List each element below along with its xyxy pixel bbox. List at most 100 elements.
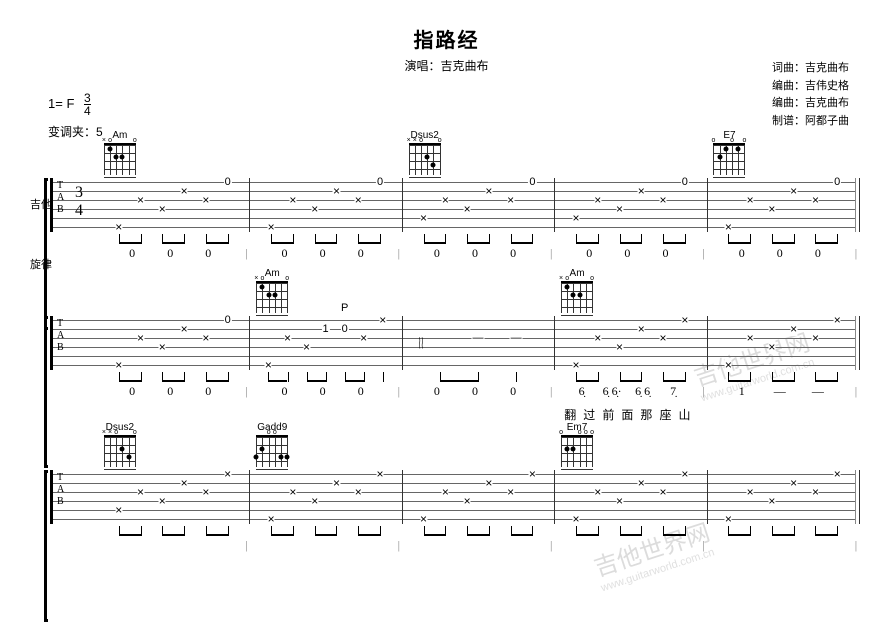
mute-note: × xyxy=(660,485,667,499)
mute-note: × xyxy=(485,184,492,198)
chord-dsus2: Dsus2××oo xyxy=(407,130,443,175)
mute-note: × xyxy=(594,485,601,499)
melody-row: ||||| xyxy=(50,538,856,558)
tab-staff: TABDsus2××oo××××××Gadd9oo××××××××××××Em7… xyxy=(50,470,856,524)
tab-staff: TAB34Am×oo×××××0×××××0Dsus2××oo×××××0×××… xyxy=(50,178,856,232)
mute-note: × xyxy=(464,494,471,508)
mute-note: × xyxy=(594,193,601,207)
mute-note: × xyxy=(115,358,122,372)
mute-note: × xyxy=(137,331,144,345)
mute-note: × xyxy=(725,512,732,526)
mute-note: × xyxy=(289,193,296,207)
mute-note: × xyxy=(311,202,318,216)
mute-note: × xyxy=(355,485,362,499)
mute-note: × xyxy=(159,202,166,216)
mute-note: × xyxy=(268,220,275,234)
mute-note: × xyxy=(812,485,819,499)
chord-am: Am×oo xyxy=(102,130,138,175)
mute-note: × xyxy=(616,494,623,508)
mute-note: × xyxy=(442,485,449,499)
mute-note: × xyxy=(747,193,754,207)
tab-clef: TAB xyxy=(57,318,64,354)
mute-note: × xyxy=(834,313,841,327)
mute-note: × xyxy=(660,193,667,207)
melody-row: 000|000|000|6̣6̣ 6̣·6̣ 6̣7̣|1——| xyxy=(50,384,856,404)
tab-clef: TAB xyxy=(57,472,64,508)
mute-note: × xyxy=(355,193,362,207)
melody-row: 000|000|000|000|000| xyxy=(50,246,856,266)
mute-note: × xyxy=(725,358,732,372)
fret-note: 0 xyxy=(376,176,384,188)
mute-note: × xyxy=(202,193,209,207)
lyrics-row: 翻过前面那座山 xyxy=(50,406,856,424)
system-2: TAB×××××0Am×ooP×××10××≀≀——Am×oo×××××××××… xyxy=(36,316,856,424)
mute-note: × xyxy=(442,193,449,207)
mute-note: × xyxy=(181,322,188,336)
fret-note: 0 xyxy=(341,323,349,335)
track-label-melody: 旋律 xyxy=(30,256,52,272)
chord-em7: Em7oooo xyxy=(559,422,595,467)
mute-note: × xyxy=(747,331,754,345)
mute-note: × xyxy=(790,184,797,198)
mute-note: × xyxy=(725,220,732,234)
system-3: TABDsus2××oo××××××Gadd9oo××××××××××××Em7… xyxy=(36,470,856,578)
mute-note: × xyxy=(768,340,775,354)
credits-block: 词曲：吉克曲布编曲：吉伟史格编曲：吉克曲布制谱：阿都子曲 xyxy=(772,60,849,130)
mute-note: × xyxy=(616,340,623,354)
rest: — xyxy=(472,332,485,344)
mute-note: × xyxy=(572,358,579,372)
mute-note: × xyxy=(284,331,291,345)
mute-note: × xyxy=(660,331,667,345)
mute-note: × xyxy=(115,220,122,234)
track-label-guitar: 吉他 xyxy=(30,196,52,212)
fret-note: 0 xyxy=(833,176,841,188)
mute-note: × xyxy=(790,476,797,490)
mute-note: × xyxy=(159,494,166,508)
system-1: 吉他旋律TAB34Am×oo×××××0×××××0Dsus2××oo×××××… xyxy=(36,178,856,286)
chord-dsus2: Dsus2××oo xyxy=(102,422,138,467)
mute-note: × xyxy=(181,184,188,198)
mute-note: × xyxy=(790,322,797,336)
mute-note: × xyxy=(464,202,471,216)
mute-note: × xyxy=(268,512,275,526)
lyrics-row xyxy=(50,560,856,578)
credit-line: 编曲：吉克曲布 xyxy=(772,95,849,113)
mute-note: × xyxy=(311,494,318,508)
mute-note: × xyxy=(360,331,367,345)
mute-note: × xyxy=(681,313,688,327)
fret-note: 0 xyxy=(224,176,232,188)
song-subtitle: 演唱：吉克曲布 xyxy=(0,57,893,74)
mute-note: × xyxy=(159,340,166,354)
mute-note: × xyxy=(224,467,231,481)
mute-note: × xyxy=(303,340,310,354)
mute-note: × xyxy=(747,485,754,499)
tab-staff: TAB×××××0Am×ooP×××10××≀≀——Am×oo×××××××××… xyxy=(50,316,856,370)
song-title: 指路经 xyxy=(0,24,893,53)
chord-gadd9: Gadd9oo xyxy=(254,422,290,467)
mute-note: × xyxy=(137,485,144,499)
mute-note: × xyxy=(812,331,819,345)
chord-e7: E7ooo xyxy=(711,130,747,175)
credit-line: 制谱：阿都子曲 xyxy=(772,113,849,131)
mute-note: × xyxy=(638,322,645,336)
chord-am: Am×oo xyxy=(559,268,595,313)
mute-note: × xyxy=(289,485,296,499)
sheet-header: 指路经 演唱：吉克曲布 xyxy=(0,0,893,74)
mute-note: × xyxy=(115,503,122,517)
fret-note: 0 xyxy=(528,176,536,188)
chord-am: Am×oo xyxy=(254,268,290,313)
lyrics-row xyxy=(50,268,856,286)
mute-note: × xyxy=(202,485,209,499)
credit-line: 编曲：吉伟史格 xyxy=(772,78,849,96)
mute-note: × xyxy=(768,202,775,216)
mute-note: × xyxy=(181,476,188,490)
tab-clef: TAB xyxy=(57,180,64,216)
mute-note: × xyxy=(420,512,427,526)
mute-note: × xyxy=(638,184,645,198)
fret-note: 0 xyxy=(681,176,689,188)
mute-note: × xyxy=(812,193,819,207)
mute-note: × xyxy=(333,184,340,198)
key-info: 1= F 3 4 变调夹：5 xyxy=(48,92,103,140)
mute-note: × xyxy=(202,331,209,345)
mute-note: × xyxy=(572,211,579,225)
